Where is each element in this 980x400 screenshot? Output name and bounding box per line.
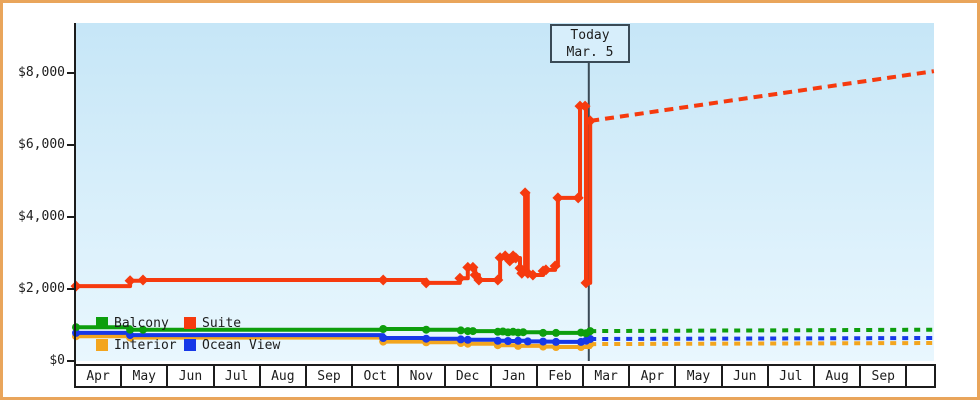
x-axis-month-cell: Feb	[538, 366, 585, 386]
data-point	[586, 327, 595, 336]
y-axis-line	[74, 23, 76, 364]
data-point	[420, 277, 432, 289]
x-axis-filler-cell	[907, 366, 934, 386]
data-point	[580, 277, 592, 289]
plot-area: Balcony Suite Interior Ocean View	[70, 23, 935, 361]
x-axis-month-cell: Mar	[584, 366, 631, 386]
x-axis-month-cell: Oct	[353, 366, 400, 386]
data-point	[539, 337, 548, 346]
legend-swatch-ocean-view	[184, 339, 196, 351]
data-point	[516, 267, 528, 279]
data-point	[379, 334, 388, 342]
data-point	[552, 328, 560, 337]
today-marker-box: Today Mar. 5	[550, 24, 630, 63]
data-point	[422, 334, 431, 343]
data-point	[540, 264, 552, 276]
legend-label-interior: Interior	[114, 337, 177, 353]
legend-swatch-suite	[184, 317, 196, 329]
y-axis-tick	[67, 72, 74, 74]
data-point	[572, 192, 584, 204]
x-axis-month-cell: Jul	[769, 366, 815, 386]
series-ocean-view-forecast	[590, 336, 934, 341]
y-axis-tick	[67, 360, 74, 362]
x-axis-month-cell: Jul	[215, 366, 261, 386]
data-point	[510, 252, 522, 264]
data-point	[539, 328, 548, 337]
data-point	[377, 274, 389, 286]
data-point	[552, 337, 560, 346]
x-axis-month-cell: May	[676, 366, 723, 386]
data-point	[492, 274, 504, 286]
x-axis-month-cell: Aug	[815, 366, 862, 386]
data-point	[519, 187, 531, 199]
data-point	[522, 267, 534, 279]
data-point	[456, 326, 465, 335]
legend-swatch-balcony	[96, 317, 108, 329]
x-axis-month-cell: Apr	[76, 366, 123, 386]
today-label: Today	[570, 27, 610, 43]
data-point	[463, 335, 472, 344]
legend-item-ocean-view: Ocean View	[184, 337, 281, 353]
data-point	[456, 335, 465, 344]
legend-label-suite: Suite	[202, 315, 242, 331]
data-point	[549, 260, 561, 272]
data-point	[137, 274, 149, 286]
series-balcony-markers	[72, 323, 595, 338]
x-axis-month-cell: Sep	[307, 366, 354, 386]
data-point	[493, 336, 502, 345]
x-axis-month-cell: Sep	[861, 366, 908, 386]
data-point	[519, 328, 528, 337]
x-axis-month-cell: Apr	[630, 366, 677, 386]
y-axis-label: $6,000	[18, 137, 65, 152]
data-point	[579, 100, 591, 112]
y-axis-tick	[67, 216, 74, 218]
data-point	[124, 275, 136, 287]
data-point	[527, 269, 539, 281]
data-point	[552, 192, 564, 204]
data-point	[523, 337, 532, 346]
data-point	[422, 325, 431, 334]
data-point	[584, 115, 596, 127]
series-suite-forecast	[589, 69, 935, 123]
y-axis-tick	[67, 144, 74, 146]
y-axis-tick	[67, 288, 74, 290]
x-axis-month-row: Apr May Jun Jul Aug Sep Oct Nov Dec Jan Feb Mar Apr M…	[74, 364, 936, 388]
x-axis-month-cell: Nov	[399, 366, 446, 386]
data-point	[473, 274, 485, 286]
chart-canvas	[70, 63, 935, 361]
x-axis-month-cell: Jun	[168, 366, 215, 386]
y-axis-label: $0	[49, 353, 65, 368]
series-balcony-forecast	[590, 327, 934, 334]
series-interior-forecast	[590, 341, 934, 347]
data-point	[379, 325, 388, 333]
y-axis-label: $2,000	[18, 281, 65, 296]
legend-item-suite: Suite	[184, 315, 242, 331]
y-axis-label: $8,000	[18, 65, 65, 80]
data-point	[514, 336, 523, 345]
legend-item-interior: Interior	[96, 337, 177, 353]
data-point	[586, 335, 595, 343]
legend-label-balcony: Balcony	[114, 315, 169, 331]
data-point	[139, 325, 147, 334]
series-ocean-view-markers	[72, 328, 595, 346]
y-axis-label: $4,000	[18, 209, 65, 224]
x-axis-month-cell: May	[122, 366, 169, 386]
legend-swatch-interior	[96, 339, 108, 351]
legend-label-ocean-view: Ocean View	[202, 337, 281, 353]
data-point	[126, 325, 135, 334]
data-point	[504, 337, 512, 345]
x-axis-month-cell: Jun	[723, 366, 769, 386]
x-axis-month-cell: Jan	[492, 366, 538, 386]
data-point	[454, 272, 466, 284]
legend-item-balcony: Balcony	[96, 315, 169, 331]
x-axis-month-cell: Aug	[261, 366, 307, 386]
data-point	[468, 327, 477, 336]
x-axis-month-cell: Dec	[446, 366, 492, 386]
series-suite-markers	[70, 100, 596, 292]
today-date: Mar. 5	[566, 44, 614, 60]
